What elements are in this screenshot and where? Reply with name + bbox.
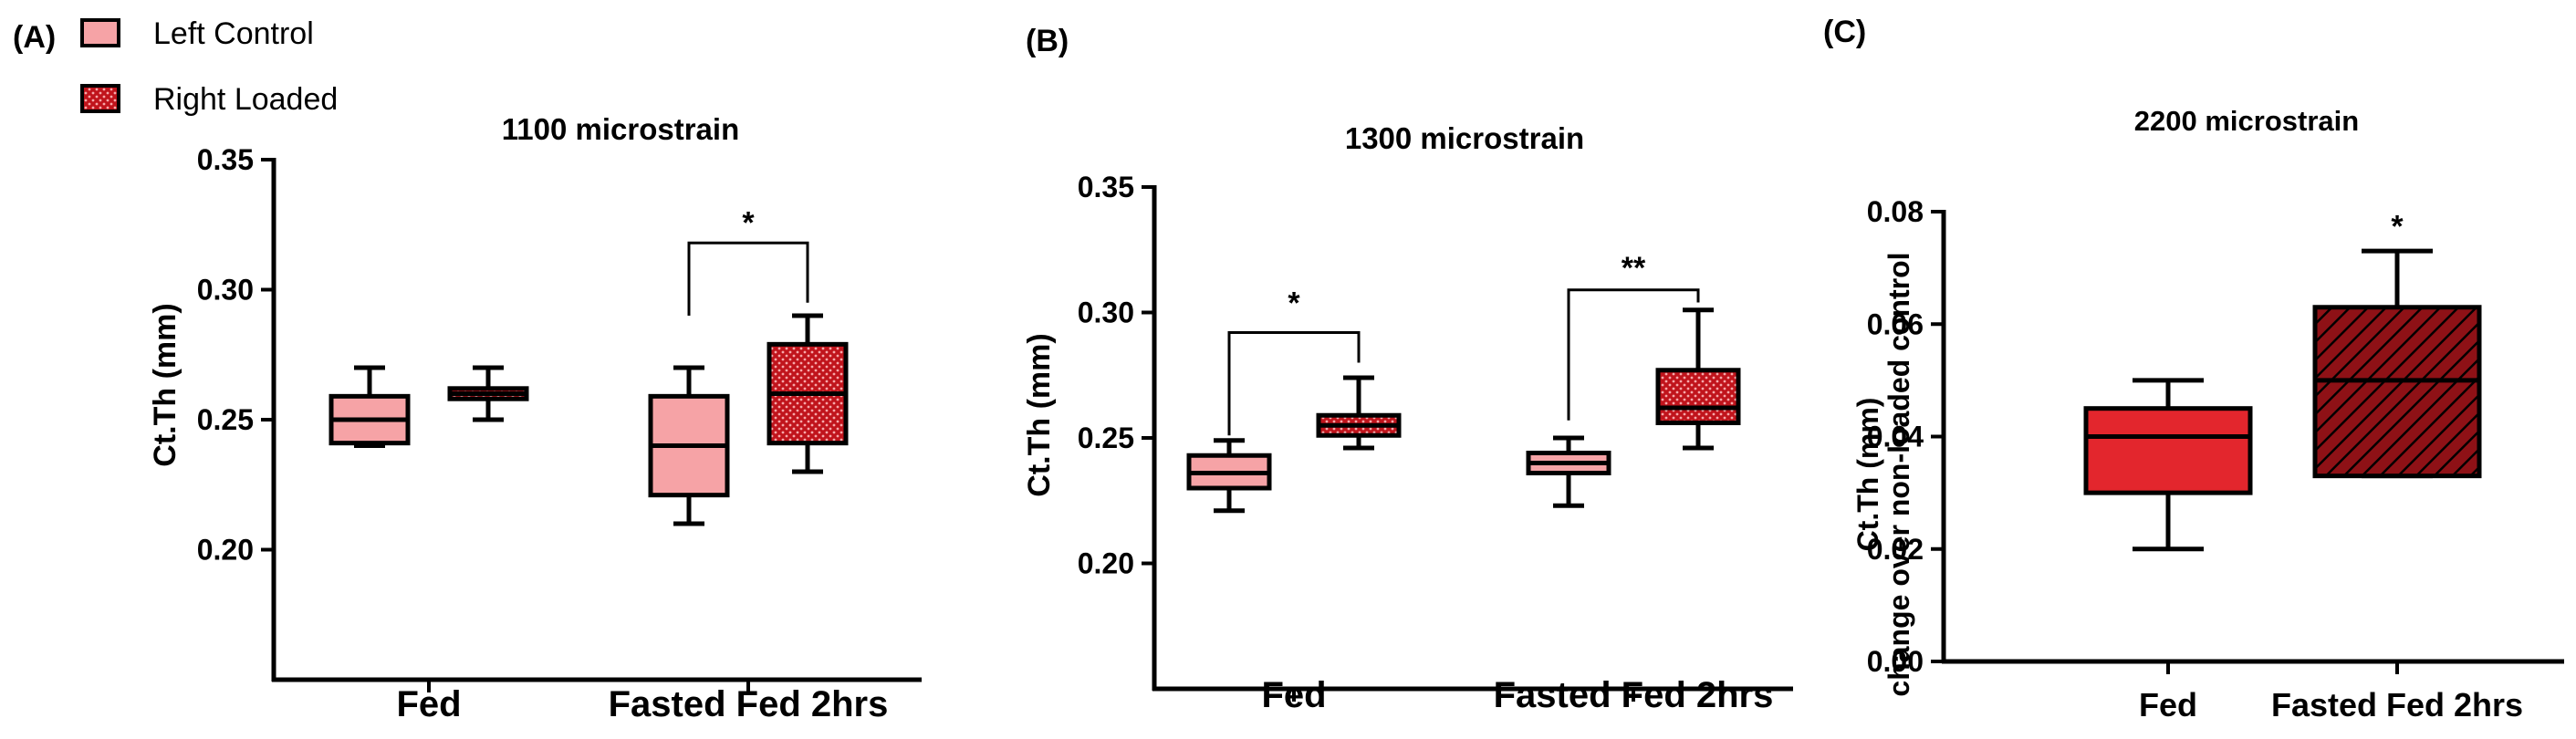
panel-c-title: 2200 microstrain bbox=[2134, 105, 2359, 137]
panel-letter-b: (B) bbox=[1026, 24, 1069, 58]
y-tick-label: 0.00 bbox=[1867, 645, 1924, 678]
y-tick-label: 0.02 bbox=[1867, 533, 1924, 566]
significance-label: ** bbox=[1622, 251, 1646, 286]
x-tick-label: Fasted Fed 2hrs bbox=[609, 684, 889, 724]
y-tick-label: 0.04 bbox=[1867, 421, 1924, 453]
legend-swatch-control bbox=[80, 18, 120, 47]
legend-label-loaded: Right Loaded bbox=[153, 82, 338, 117]
panel-a-plot: 0.20 0.25 0.30 0.35 Fed Fasted Fed 2hrs * bbox=[197, 143, 922, 724]
x-tick-label: Fasted Fed 2hrs bbox=[2271, 686, 2523, 723]
box bbox=[2083, 406, 2253, 495]
y-tick-label: 0.25 bbox=[197, 403, 254, 436]
panel-c-ylabel: Ct.Th (mm) bbox=[1851, 398, 1884, 552]
significance-label: * bbox=[1288, 286, 1300, 321]
y-tick-label: 0.06 bbox=[1867, 307, 1924, 340]
y-tick-label: 0.20 bbox=[197, 534, 254, 567]
y-tick-label: 0.35 bbox=[197, 143, 254, 176]
panel-b-title: 1300 microstrain bbox=[1345, 121, 1584, 155]
y-tick-label: 0.25 bbox=[1078, 422, 1134, 454]
panel-a-ylabel: Ct.Th (mm) bbox=[148, 303, 183, 466]
y-tick-label: 0.30 bbox=[197, 274, 254, 307]
x-tick-label: Fed bbox=[396, 684, 461, 724]
significance-bracket bbox=[1567, 288, 1700, 421]
x-tick-label: Fasted Fed 2hrs bbox=[1494, 675, 1774, 715]
y-tick-label: 0.30 bbox=[1078, 297, 1134, 329]
panel-b-ylabel: Ct.Th (mm) bbox=[1022, 333, 1057, 496]
y-tick-label: 0.35 bbox=[1078, 171, 1134, 203]
panel-letter-c: (C) bbox=[1823, 15, 1866, 49]
y-tick-label: 0.08 bbox=[1867, 195, 1924, 228]
significance-label: * bbox=[742, 205, 755, 240]
x-tick-label: Fed bbox=[1261, 675, 1326, 715]
significance-bracket bbox=[1227, 331, 1361, 436]
panel-c-ylabel-line2: change over non-loaded control bbox=[1882, 252, 1915, 696]
box bbox=[2312, 305, 2482, 479]
box bbox=[1655, 368, 1741, 425]
panel-a-title: 1100 microstrain bbox=[502, 112, 740, 146]
panel-c-plot: 0.00 0.02 0.04 0.06 0.08 Fed Fasted Fed 2hrs * bbox=[1867, 195, 2564, 723]
legend-label-control: Left Control bbox=[153, 16, 314, 51]
significance-bracket bbox=[687, 241, 809, 316]
y-tick-label: 0.20 bbox=[1078, 547, 1134, 580]
significance-label: * bbox=[2391, 209, 2404, 244]
legend-swatch-loaded bbox=[80, 84, 120, 113]
panel-letter-a: (A) bbox=[13, 20, 56, 55]
legend: Left Control Right Loaded bbox=[80, 16, 338, 117]
x-tick-label: Fed bbox=[2139, 686, 2197, 723]
